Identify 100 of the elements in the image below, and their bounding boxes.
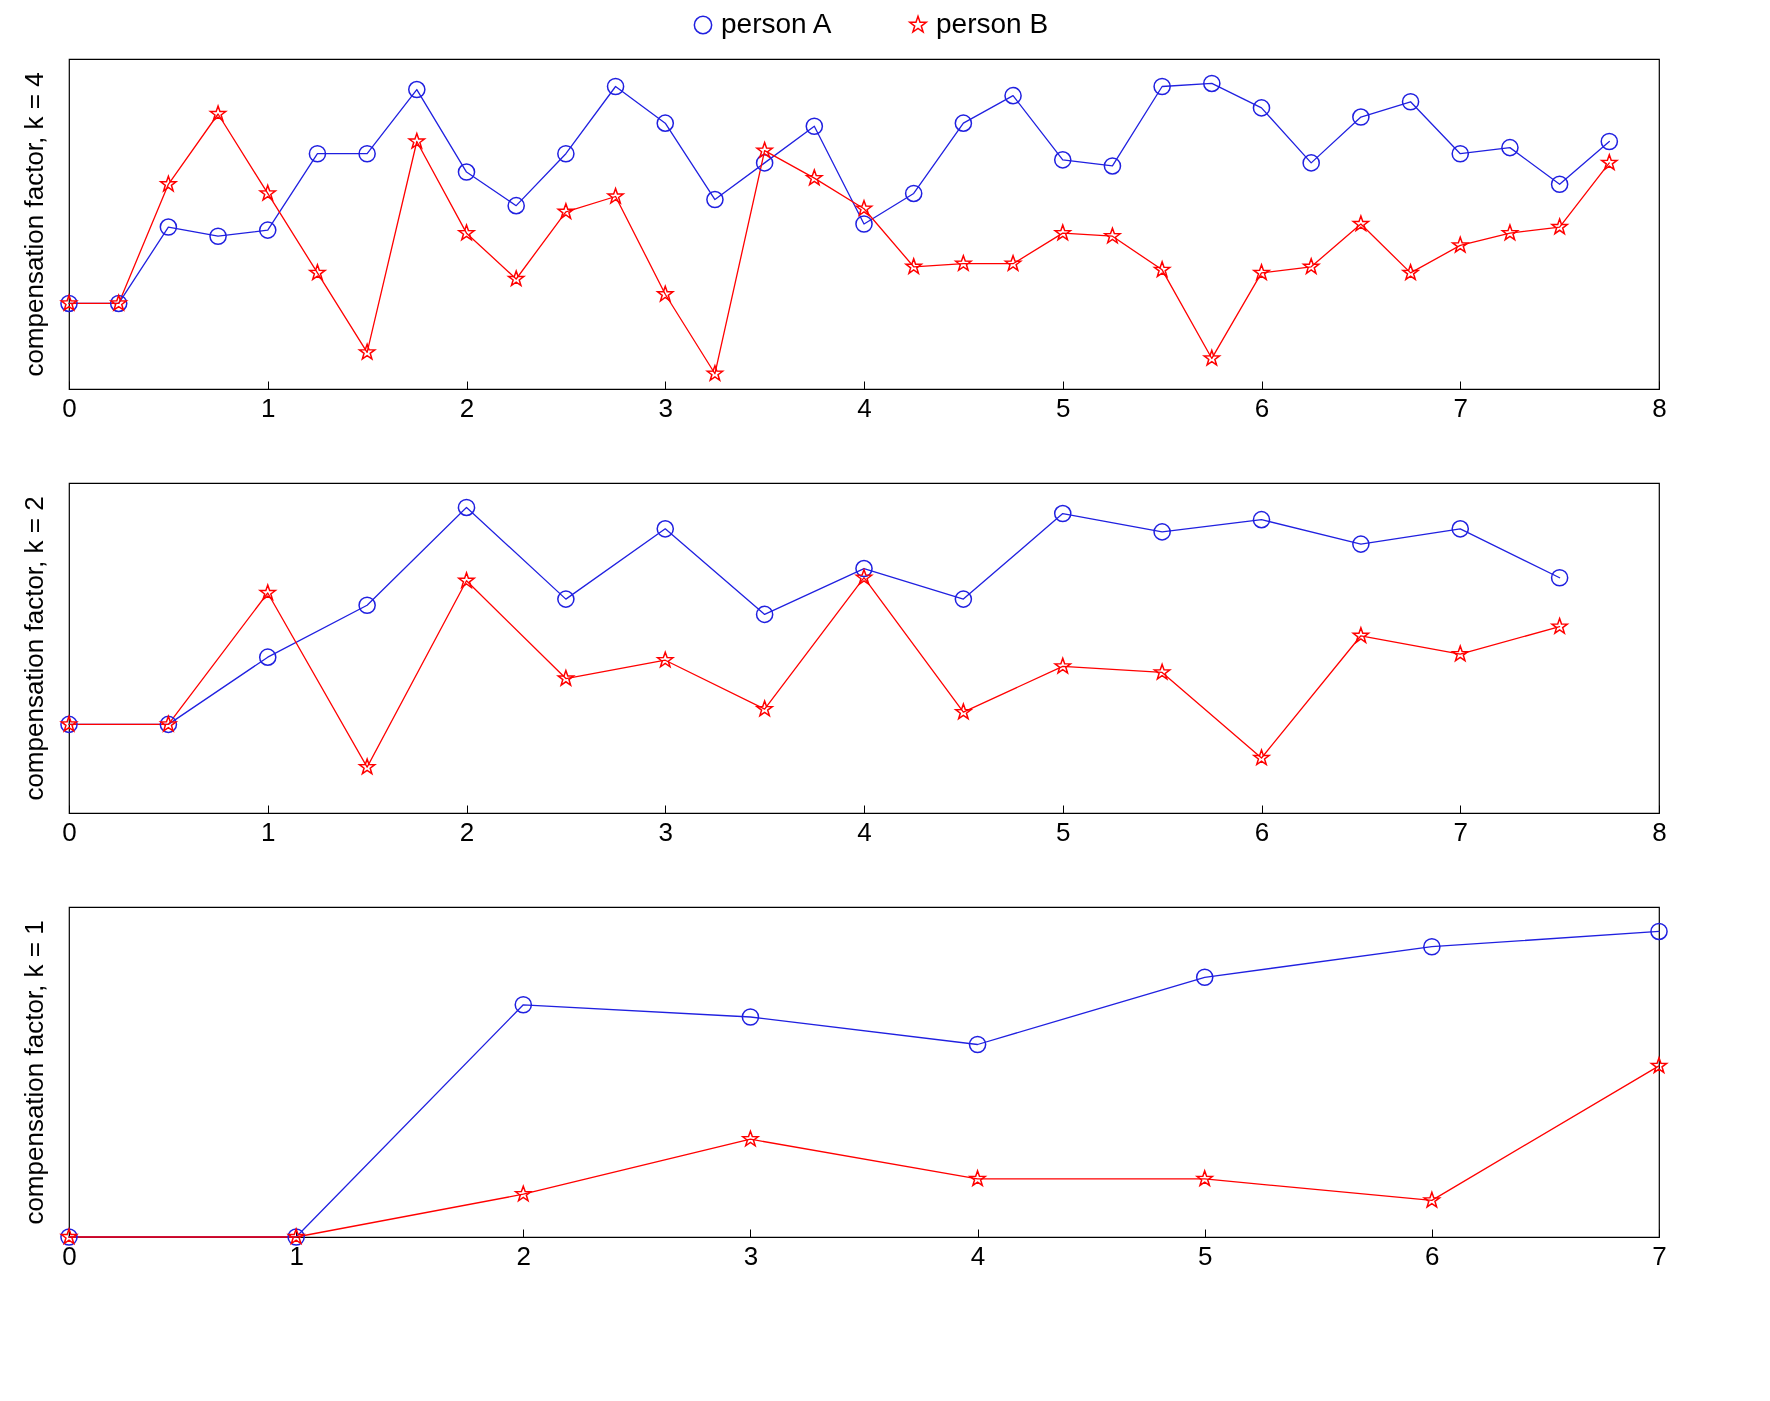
point — [1153, 77, 1171, 96]
point — [1004, 86, 1022, 105]
x-tick-label: 0 — [62, 1240, 77, 1271]
point — [258, 221, 277, 239]
point — [1253, 749, 1270, 766]
point — [706, 190, 724, 209]
point — [742, 1130, 759, 1147]
point — [954, 114, 973, 132]
point — [514, 995, 533, 1014]
point — [1053, 151, 1072, 169]
point — [855, 568, 873, 585]
x-tick-label: 1 — [289, 1240, 304, 1271]
point — [755, 154, 774, 172]
x-tick-label: 0 — [62, 392, 77, 423]
point — [159, 218, 178, 236]
point — [1352, 215, 1370, 232]
point — [1053, 504, 1072, 523]
x-tick-label: 6 — [1254, 816, 1270, 847]
point — [1451, 236, 1469, 253]
point — [855, 199, 873, 216]
x-tick-label: 7 — [1453, 392, 1468, 423]
point — [1104, 227, 1121, 244]
point — [1153, 663, 1171, 680]
point — [805, 169, 823, 186]
x-tick-label: 6 — [1425, 1240, 1440, 1271]
point — [309, 264, 326, 281]
point — [557, 202, 575, 220]
x-tick-label: 4 — [857, 392, 872, 423]
point — [706, 364, 724, 381]
point — [606, 77, 625, 96]
point — [1195, 968, 1214, 987]
point — [458, 571, 475, 589]
point — [755, 605, 774, 624]
point — [1501, 224, 1519, 241]
point — [1054, 224, 1072, 241]
point — [259, 584, 277, 601]
point — [969, 1170, 986, 1187]
point — [1203, 349, 1221, 366]
point — [1550, 175, 1569, 194]
point — [557, 669, 575, 686]
x-tick-label: 5 — [1056, 816, 1071, 847]
point — [855, 215, 873, 233]
point — [1650, 1057, 1668, 1074]
point — [1423, 937, 1441, 956]
x-tick-label: 8 — [1652, 392, 1667, 423]
point — [1004, 254, 1022, 271]
x-tick-label: 5 — [1197, 1240, 1213, 1271]
x-tick-label: 7 — [1453, 816, 1468, 847]
point — [258, 648, 277, 666]
point — [557, 144, 575, 163]
x-tick-label: 6 — [1254, 392, 1270, 423]
point — [1252, 510, 1271, 529]
x-tick-label: 5 — [1056, 392, 1071, 423]
point — [905, 257, 923, 275]
point — [1252, 99, 1271, 117]
point — [358, 144, 376, 163]
point — [358, 596, 376, 615]
point — [904, 184, 923, 203]
point — [954, 590, 973, 608]
point — [259, 184, 277, 201]
x-tick-label: 8 — [1652, 816, 1667, 847]
point — [1423, 1191, 1441, 1208]
x-tick-label: 4 — [970, 1240, 986, 1271]
point — [1600, 132, 1619, 151]
point — [557, 590, 575, 608]
point — [1501, 138, 1519, 157]
point — [805, 117, 824, 136]
point — [1402, 264, 1419, 281]
point — [607, 187, 624, 204]
point — [209, 227, 227, 246]
point — [1302, 257, 1320, 275]
x-tick-label: 2 — [459, 392, 475, 423]
point — [1352, 535, 1370, 553]
point — [507, 270, 525, 287]
point — [358, 758, 376, 775]
point — [457, 498, 476, 517]
point — [1401, 92, 1420, 111]
x-tick-label: 0 — [62, 816, 77, 847]
point — [1054, 657, 1072, 674]
point — [1153, 523, 1171, 541]
point — [1352, 626, 1370, 644]
legend-label: person A — [721, 8, 832, 39]
point — [308, 144, 327, 163]
point — [1551, 218, 1569, 235]
x-tick-label: 4 — [857, 816, 872, 847]
legend-label: person B — [936, 8, 1049, 39]
y-axis-title: compensation factor, k = 4 — [18, 72, 49, 377]
point — [756, 700, 774, 717]
x-tick-label: 3 — [658, 816, 673, 847]
point — [514, 1185, 532, 1202]
point — [1451, 645, 1469, 662]
point — [1551, 617, 1569, 634]
point — [1253, 264, 1270, 281]
point — [457, 163, 476, 181]
point — [954, 254, 972, 271]
x-tick-label: 1 — [261, 816, 276, 847]
point — [1103, 157, 1122, 175]
point — [741, 1008, 760, 1026]
point — [656, 520, 675, 538]
point — [855, 559, 873, 578]
